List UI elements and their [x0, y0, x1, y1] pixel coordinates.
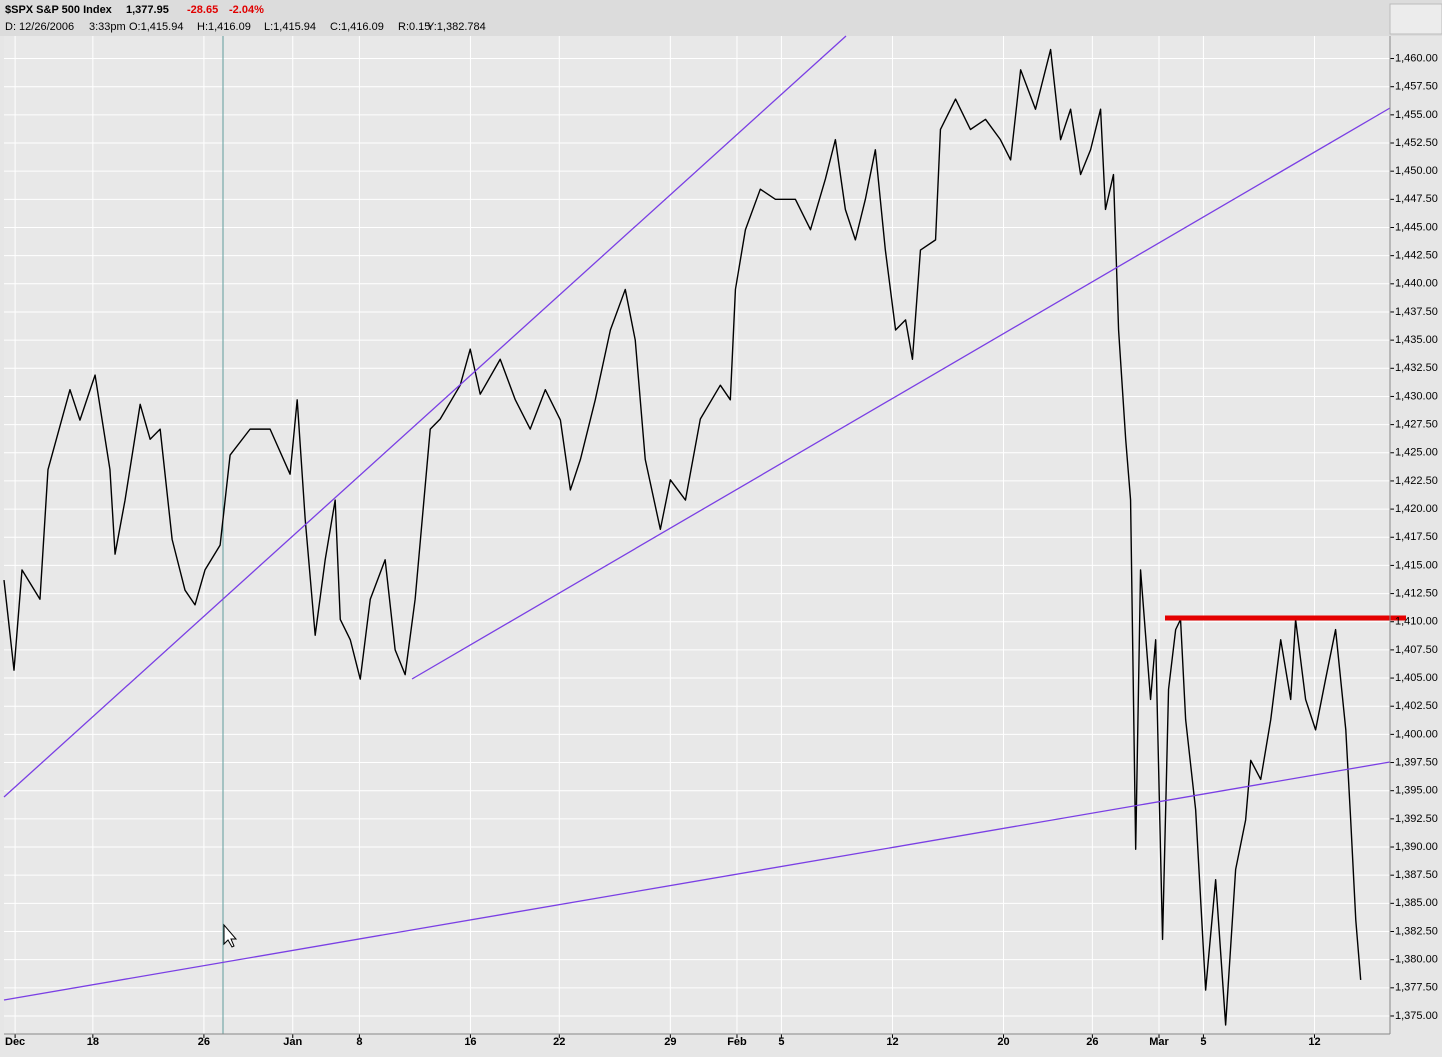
y-tick-label: 1,397.50 [1395, 756, 1438, 768]
range: R:0.15 [398, 21, 430, 33]
x-tick-label: 26 [198, 1036, 210, 1048]
y-value: Y:1,382.784 [427, 21, 486, 33]
x-tick-label: 5 [778, 1036, 784, 1048]
x-tick-label: 12 [886, 1036, 898, 1048]
x-tick-label: 16 [464, 1036, 476, 1048]
price-line [3, 48, 1362, 1026]
last-price: 1,377.95 [126, 4, 169, 16]
y-tick-label: 1,412.50 [1395, 587, 1438, 599]
close: C:1,416.09 [330, 21, 384, 33]
y-tick-label: 1,375.00 [1395, 1010, 1438, 1022]
x-tick-label: 8 [356, 1036, 362, 1048]
x-tick-label: 18 [87, 1036, 99, 1048]
y-tick-label: 1,382.50 [1395, 925, 1438, 937]
y-tick-label: 1,440.00 [1395, 278, 1438, 290]
symbol-title: $SPX S&P 500 Index [5, 4, 113, 16]
x-tick-label: 5 [1200, 1036, 1206, 1048]
y-tick-label: 1,450.00 [1395, 165, 1438, 177]
date: D: 12/26/2006 [5, 21, 74, 33]
time: 3:33pm [89, 21, 126, 33]
plot [3, 48, 1362, 1026]
y-tick-label: 1,420.00 [1395, 503, 1438, 515]
price-change: -28.65 [187, 4, 218, 16]
x-tick-label: 26 [1086, 1036, 1098, 1048]
open: O:1,415.94 [129, 21, 183, 33]
y-tick-label: 1,430.00 [1395, 390, 1438, 402]
corner-box [1389, 3, 1442, 35]
x-tick-label: 12 [1308, 1036, 1320, 1048]
x-tick-label: Dec [5, 1036, 25, 1048]
y-tick-label: 1,417.50 [1395, 531, 1438, 543]
y-tick-label: 1,452.50 [1395, 137, 1438, 149]
y-tick-label: 1,395.00 [1395, 785, 1438, 797]
y-tick-label: 1,407.50 [1395, 644, 1438, 656]
price-change-pct: -2.04% [229, 4, 264, 16]
y-tick-label: 1,390.00 [1395, 841, 1438, 853]
plot-area [4, 36, 1390, 1034]
y-tick-label: 1,437.50 [1395, 306, 1438, 318]
x-tick-label: Mar [1149, 1036, 1169, 1048]
x-tick-label: Jan [283, 1036, 302, 1048]
y-tick-label: 1,392.50 [1395, 813, 1438, 825]
x-tick-label: Feb [727, 1036, 747, 1048]
x-tick-label: 29 [664, 1036, 676, 1048]
y-tick-label: 1,460.00 [1395, 52, 1438, 64]
y-tick-label: 1,415.00 [1395, 559, 1438, 571]
y-tick-label: 1,455.00 [1395, 109, 1438, 121]
trendline [411, 107, 1391, 680]
x-tick-label: 20 [997, 1036, 1009, 1048]
y-tick-label: 1,410.00 [1395, 616, 1438, 628]
y-tick-label: 1,402.50 [1395, 700, 1438, 712]
x-tick-label: 22 [553, 1036, 565, 1048]
grid [4, 36, 1390, 1034]
trendline [3, 761, 1391, 1001]
y-tick-label: 1,377.50 [1395, 982, 1438, 994]
y-tick-label: 1,447.50 [1395, 193, 1438, 205]
y-tick-label: 1,432.50 [1395, 362, 1438, 374]
mouse-cursor [223, 923, 238, 948]
y-tick-label: 1,425.00 [1395, 447, 1438, 459]
y-tick-label: 1,457.50 [1395, 81, 1438, 93]
y-tick-label: 1,435.00 [1395, 334, 1438, 346]
y-tick-label: 1,380.00 [1395, 954, 1438, 966]
y-tick-label: 1,445.00 [1395, 221, 1438, 233]
y-tick-label: 1,387.50 [1395, 869, 1438, 881]
y-tick-label: 1,400.00 [1395, 728, 1438, 740]
y-tick-label: 1,405.00 [1395, 672, 1438, 684]
header-bar [0, 0, 1442, 36]
y-tick-label: 1,427.50 [1395, 419, 1438, 431]
trendline [3, 35, 847, 798]
y-tick-label: 1,385.00 [1395, 897, 1438, 909]
y-tick-label: 1,442.50 [1395, 250, 1438, 262]
high: H:1,416.09 [197, 21, 251, 33]
low: L:1,415.94 [264, 21, 316, 33]
y-tick-label: 1,422.50 [1395, 475, 1438, 487]
